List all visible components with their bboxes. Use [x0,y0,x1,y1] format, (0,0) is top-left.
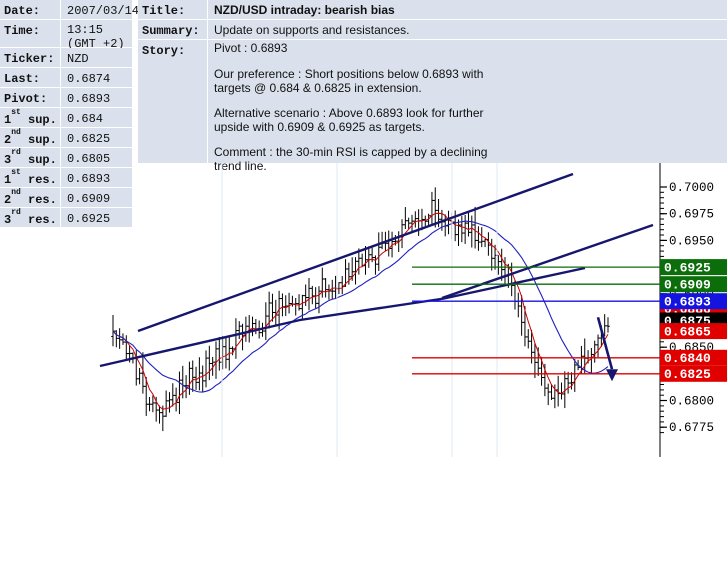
svg-text:0.6925: 0.6925 [664,260,711,275]
svg-text:0.7000: 0.7000 [669,181,714,195]
svg-text:0.6800: 0.6800 [669,395,714,409]
svg-text:0.6950: 0.6950 [669,234,714,248]
svg-text:0.6893: 0.6893 [664,295,711,310]
svg-text:0.6775: 0.6775 [669,421,714,435]
svg-text:0.6825: 0.6825 [664,367,711,382]
svg-text:0.6909: 0.6909 [664,278,711,293]
svg-text:0.6865: 0.6865 [664,324,711,339]
svg-text:0.6975: 0.6975 [669,208,714,222]
svg-text:0.6840: 0.6840 [664,351,711,366]
